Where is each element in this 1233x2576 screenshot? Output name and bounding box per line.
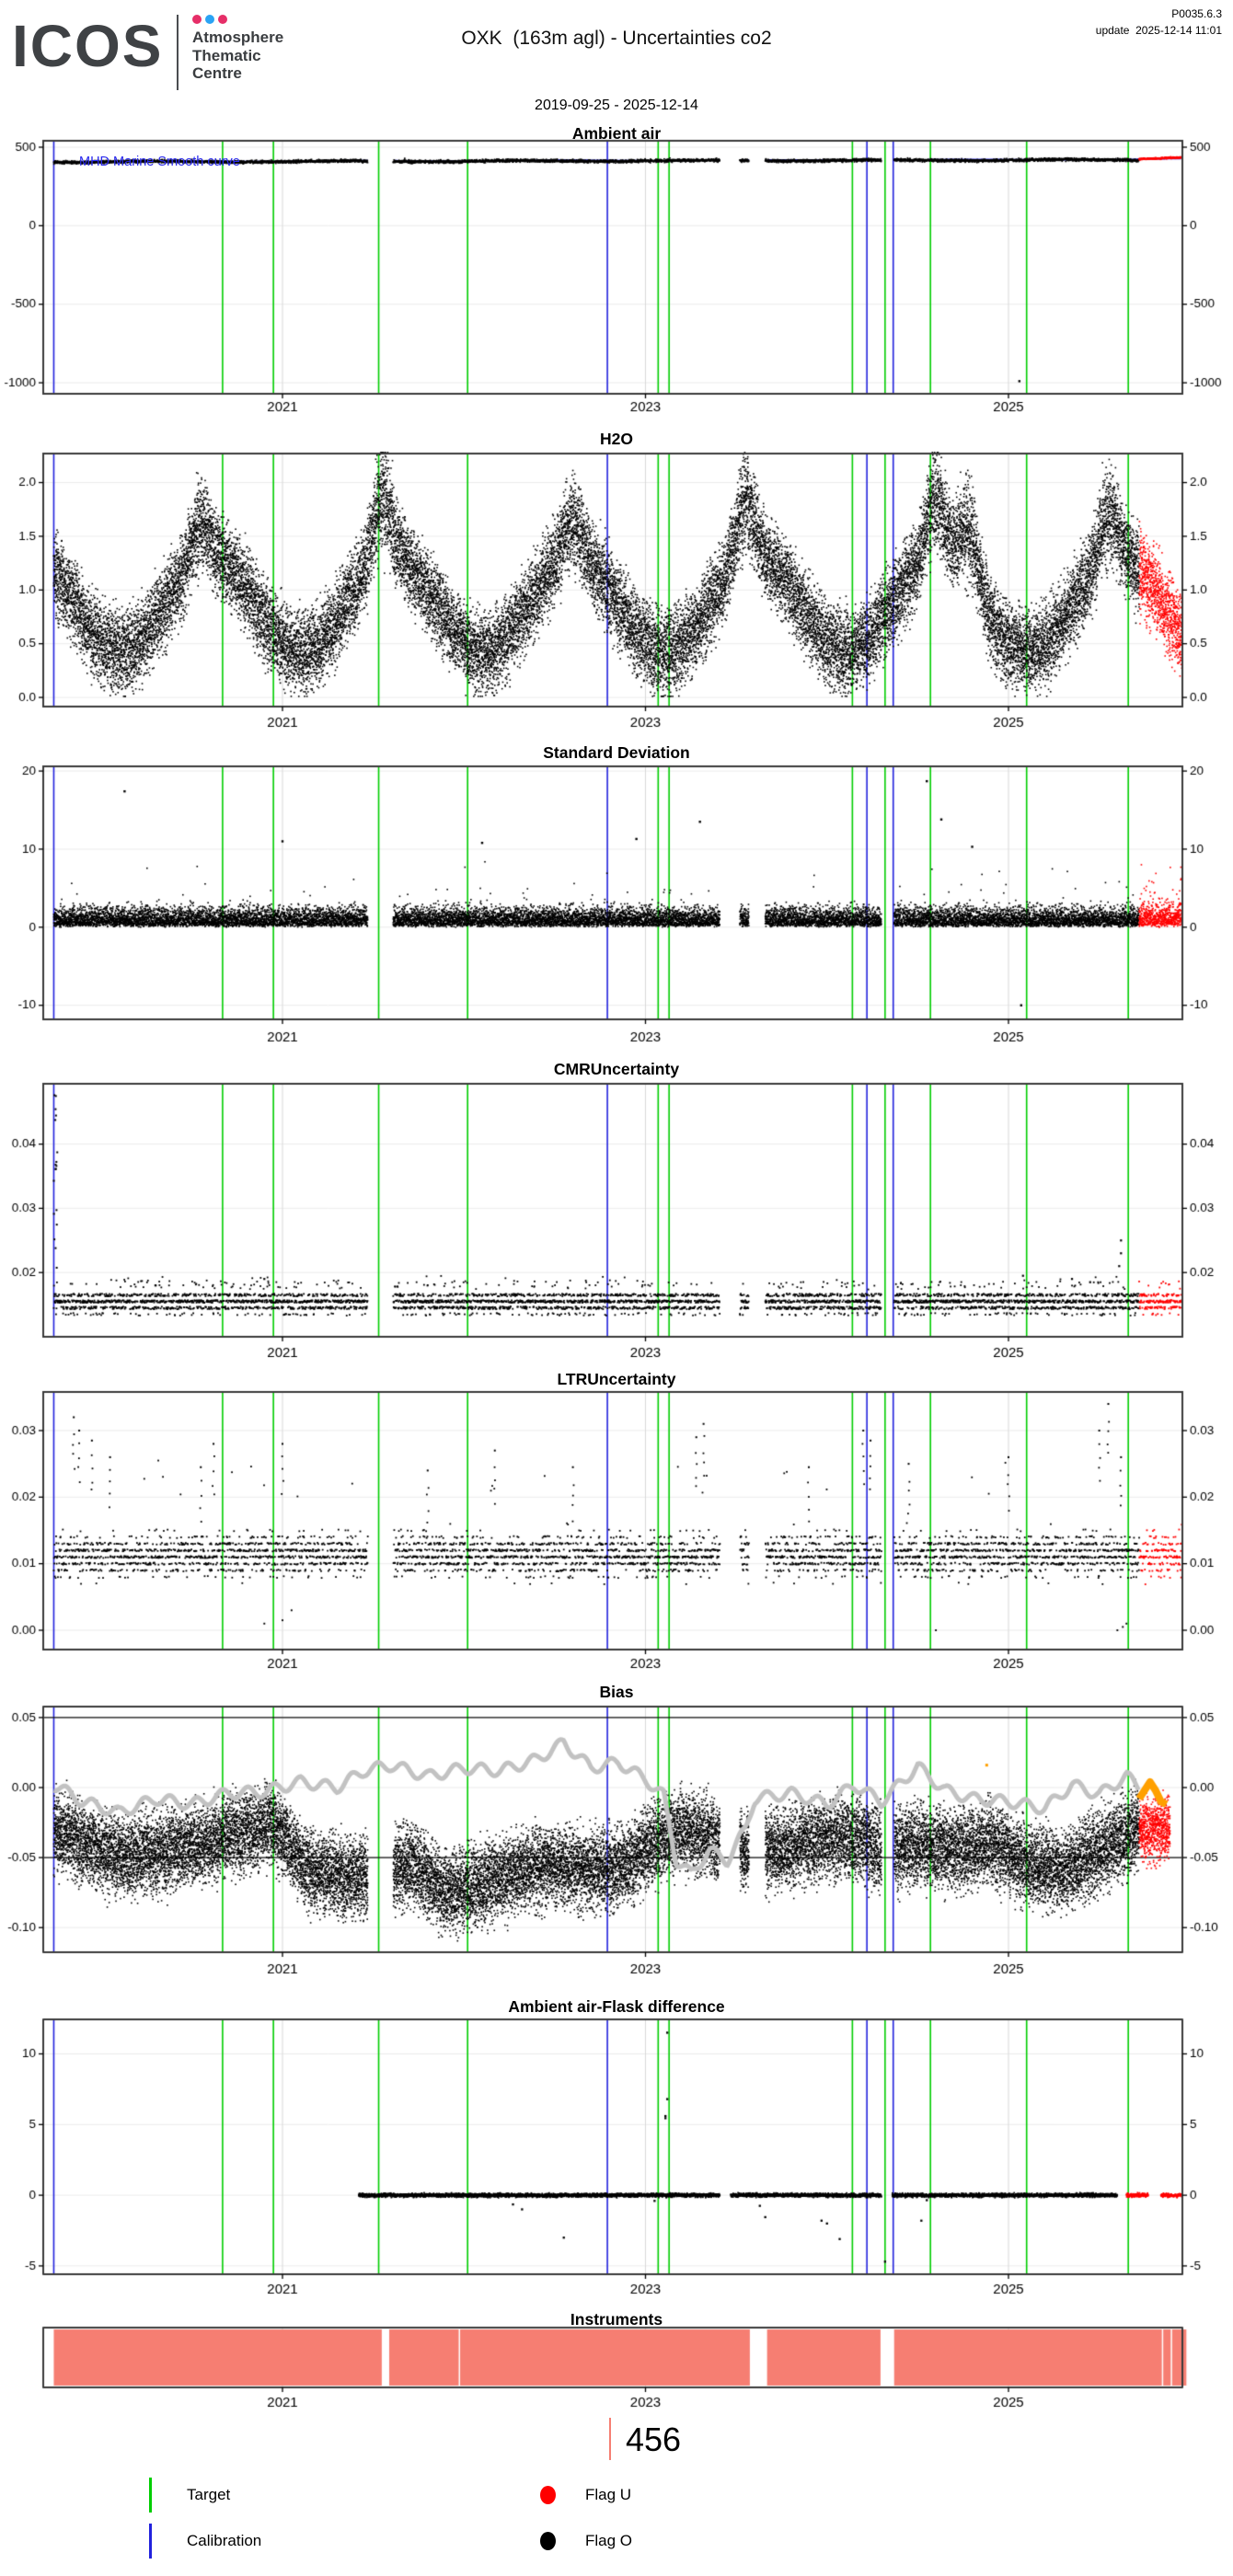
- page-title: OXK (163m agl) - Uncertainties co2: [461, 28, 772, 49]
- panel-title-bias: Bias: [599, 1683, 634, 1701]
- org-line: Centre: [192, 64, 242, 83]
- panel-title-standard-deviation: Standard Deviation: [543, 743, 690, 762]
- legend-label-flag-o: Flag O: [585, 2532, 633, 2549]
- legend-label-calibration: Calibration: [187, 2532, 262, 2549]
- panel-title-flask-difference: Ambient air-Flask difference: [508, 1997, 725, 2016]
- logo-dots: [192, 15, 227, 24]
- panel-title-ltr-uncertainty: LTRUncertainty: [557, 1370, 676, 1388]
- panel-title-cmr-uncertainty: CMRUncertainty: [553, 1060, 680, 1078]
- date-range-subtitle: 2019-09-25 - 2025-12-14: [535, 98, 698, 113]
- update-timestamp: update 2025-12-14 11:01: [1095, 24, 1222, 37]
- panel-title-ambient-air: Ambient air: [571, 124, 662, 143]
- logo-dot-icon: [205, 15, 214, 24]
- mhd-smooth-curve-label: MHD Marine Smooth curve: [79, 155, 240, 169]
- calibration-line-icon: [149, 2524, 152, 2559]
- version-label: P0035.6.3: [1171, 7, 1222, 20]
- logo-dot-icon: [192, 15, 202, 24]
- logo-dot-icon: [218, 15, 227, 24]
- flag-o-dot-icon: [540, 2532, 556, 2550]
- legend-label-flag-u: Flag U: [585, 2486, 632, 2503]
- flag-u-dot-icon: [540, 2486, 556, 2504]
- logo-divider: [177, 15, 179, 90]
- target-line-icon: [149, 2478, 152, 2513]
- instrument-legend-label: 456: [626, 2421, 682, 2458]
- legend-label-target: Target: [187, 2486, 231, 2503]
- instrument-legend-line: [609, 2418, 611, 2460]
- panel-title-instruments: Instruments: [570, 2310, 663, 2329]
- org-line: Atmosphere: [192, 29, 284, 46]
- org-line: Thematic: [192, 46, 261, 64]
- org-name: Atmosphere Thematic Centre: [192, 29, 283, 83]
- icos-logo: ICOS: [12, 13, 164, 79]
- panel-title-h2o: H2O: [600, 430, 633, 448]
